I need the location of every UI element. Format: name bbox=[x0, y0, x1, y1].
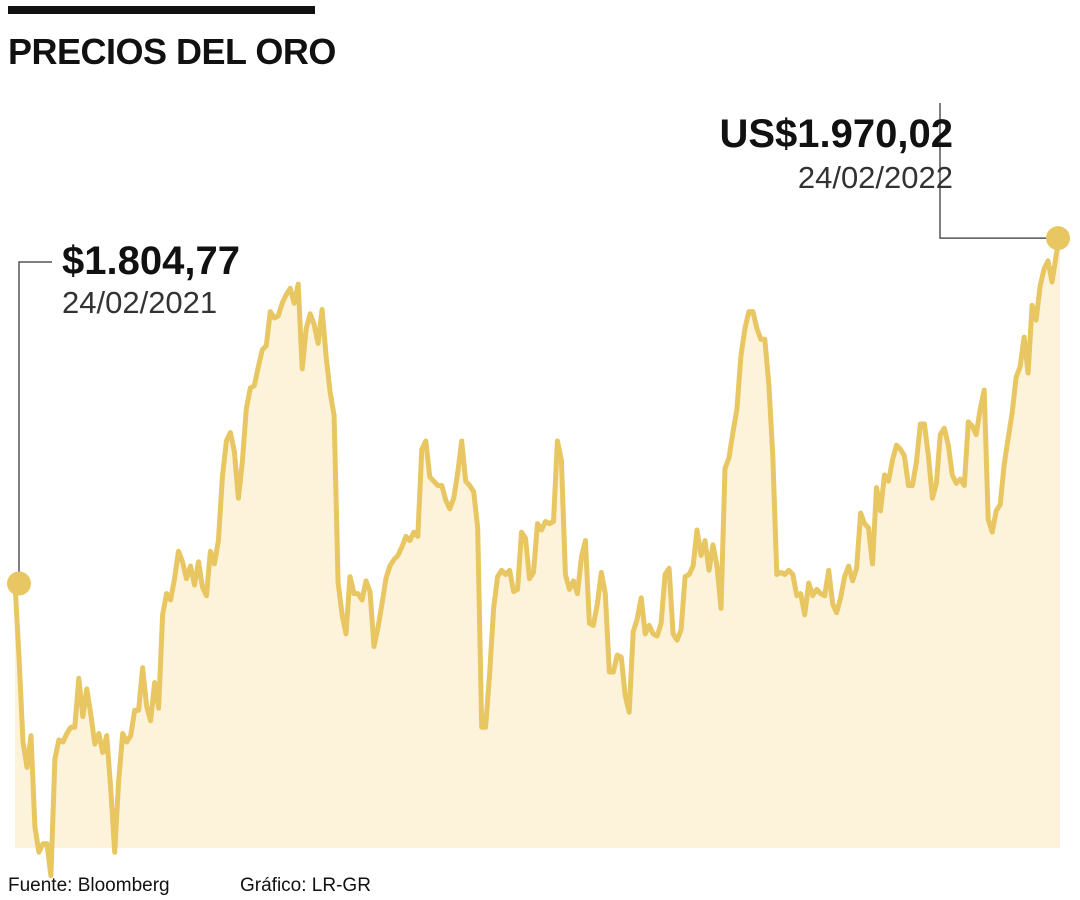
end-date-label: 24/02/2022 bbox=[797, 160, 953, 195]
area-fill bbox=[15, 233, 1060, 876]
source-note: Fuente: Bloomberg bbox=[8, 875, 170, 896]
end-marker bbox=[1046, 226, 1070, 251]
end-price-label: US$1.970,02 bbox=[719, 112, 953, 156]
end-leader-line bbox=[939, 103, 1046, 239]
title-bar bbox=[8, 6, 315, 14]
start-marker bbox=[7, 571, 31, 596]
start-price-label: $1.804,77 bbox=[62, 239, 240, 283]
credit-note: Gráfico: LR-GR bbox=[240, 875, 371, 896]
start-date-label: 24/02/2021 bbox=[62, 285, 218, 320]
price-line bbox=[12, 232, 1063, 879]
start-leader-line bbox=[18, 261, 52, 584]
chart-title: PRECIOS DEL ORO bbox=[8, 31, 336, 72]
